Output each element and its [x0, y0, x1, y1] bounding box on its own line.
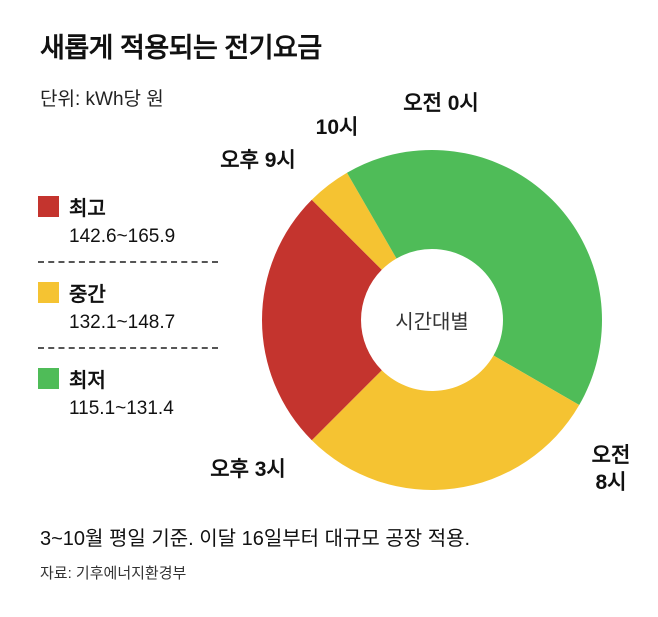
legend-head: 최저 [38, 364, 220, 393]
legend-swatch-low [38, 368, 59, 389]
legend-divider [38, 261, 218, 263]
legend: 최고 142.6~165.9 중간 132.1~148.7 최저 115.1~1… [38, 192, 220, 420]
source-label: 자료: 기후에너지환경부 [40, 565, 187, 582]
donut-chart [261, 150, 602, 490]
legend-label-low: 최저 [69, 370, 106, 392]
legend-range-mid: 132.1~148.7 [69, 312, 176, 333]
legend-swatch-mid [38, 282, 59, 303]
legend-head: 최고 [38, 192, 220, 221]
donut-center-label: 시간대별 [395, 311, 469, 334]
time-label-pm-10: 10시 [315, 116, 359, 139]
legend-item-mid: 중간 132.1~148.7 [38, 278, 220, 334]
legend-item-low: 최저 115.1~131.4 [38, 364, 220, 420]
time-label-am-0: 오전 0시 [403, 92, 479, 115]
legend-swatch-high [38, 196, 59, 217]
time-label-pm-9: 오후 9시 [220, 149, 296, 172]
time-label-pm-3: 오후 3시 [210, 458, 286, 481]
unit-label: 단위: kWh당 원 [40, 89, 164, 110]
donut-segment-1 [311, 355, 580, 490]
donut-segment-4 [347, 150, 432, 259]
page-title: 새롭게 적용되는 전기요금 [40, 33, 322, 63]
legend-label-high: 최고 [69, 198, 106, 220]
legend-range-low: 115.1~131.4 [69, 398, 174, 419]
legend-divider [38, 347, 218, 349]
legend-label-mid: 중간 [69, 284, 106, 306]
footnote: 3~10월 평일 기준. 이달 16일부터 대규모 공장 적용. [40, 528, 471, 550]
donut-segment-3 [311, 172, 397, 270]
donut-segment-0 [432, 150, 602, 405]
legend-range-high: 142.6~165.9 [69, 226, 176, 247]
legend-item-high: 최고 142.6~165.9 [38, 192, 220, 248]
time-label-am-8: 오전 8시 [591, 444, 631, 495]
donut-segment-2 [261, 199, 382, 441]
legend-head: 중간 [38, 278, 220, 307]
